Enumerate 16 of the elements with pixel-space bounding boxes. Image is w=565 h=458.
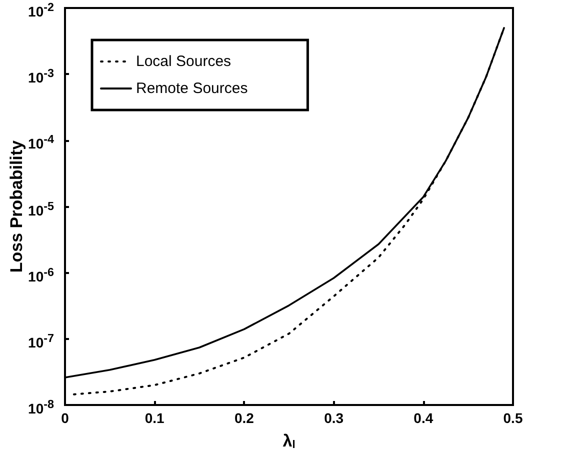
y-tick-label: 10$^{-2}$ — [28, 0, 54, 21]
y-tick-label: 10$^{-3}$ — [28, 66, 54, 87]
legend-label: Local Sources — [136, 53, 232, 70]
y-axis-title: Loss Probability — [7, 140, 26, 273]
y-tick-label: 10$^{-8}$ — [28, 397, 54, 418]
y-tick-label: 10$^{-7}$ — [28, 330, 54, 352]
x-tick-label: 0.1 — [144, 410, 165, 426]
x-tick-label: 0.2 — [234, 410, 254, 426]
x-tick-label: 0.3 — [324, 410, 344, 426]
y-tick-label: 10$^{-6}$ — [28, 264, 54, 286]
y-tick-label: 10$^{-4}$ — [28, 132, 54, 153]
y-tick-label: 10$^{-5}$ — [28, 198, 54, 220]
legend-label: Remote Sources — [136, 80, 248, 97]
x-tick-label: 0 — [61, 410, 70, 426]
x-tick-label: 0.4 — [414, 410, 434, 426]
x-tick-label: 0.5 — [503, 410, 523, 426]
